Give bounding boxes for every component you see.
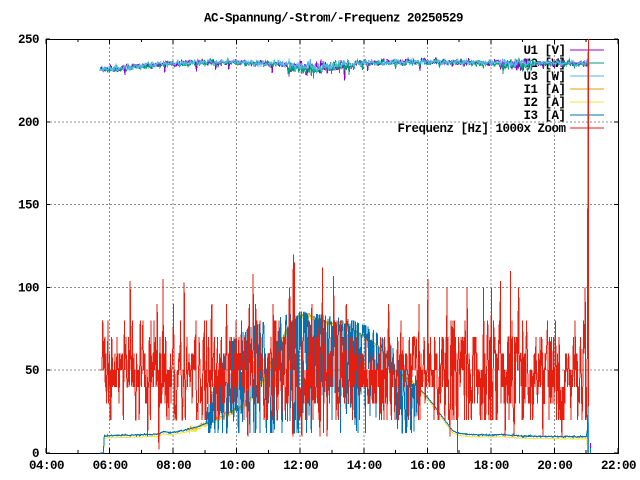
svg-text:22:00: 22:00 xyxy=(601,459,636,473)
svg-text:I3 [A]: I3 [A] xyxy=(523,109,565,123)
svg-text:U3 [W]: U3 [W] xyxy=(523,70,565,84)
svg-text:I1 [A]: I1 [A] xyxy=(523,83,565,97)
svg-text:10:00: 10:00 xyxy=(220,459,255,473)
svg-text:04:00: 04:00 xyxy=(29,459,64,473)
svg-text:50: 50 xyxy=(25,364,39,378)
svg-text:06:00: 06:00 xyxy=(93,459,128,473)
svg-text:150: 150 xyxy=(18,199,39,213)
svg-text:250: 250 xyxy=(18,33,39,47)
svg-text:Frequenz [Hz] 1000x Zoom: Frequenz [Hz] 1000x Zoom xyxy=(397,122,566,136)
svg-text:12:00: 12:00 xyxy=(283,459,318,473)
svg-text:18:00: 18:00 xyxy=(474,459,509,473)
svg-text:AC-Spannung/-Strom/-Frequenz 2: AC-Spannung/-Strom/-Frequenz 20250529 xyxy=(204,11,463,25)
svg-text:20:00: 20:00 xyxy=(537,459,572,473)
svg-text:200: 200 xyxy=(18,116,39,130)
svg-text:0: 0 xyxy=(32,447,39,461)
svg-text:14:00: 14:00 xyxy=(347,459,382,473)
svg-text:U1 [V]: U1 [V] xyxy=(523,44,565,58)
svg-text:100: 100 xyxy=(18,281,39,295)
svg-text:16:00: 16:00 xyxy=(410,459,445,473)
svg-text:08:00: 08:00 xyxy=(156,459,191,473)
svg-text:I2 [A]: I2 [A] xyxy=(523,96,565,110)
